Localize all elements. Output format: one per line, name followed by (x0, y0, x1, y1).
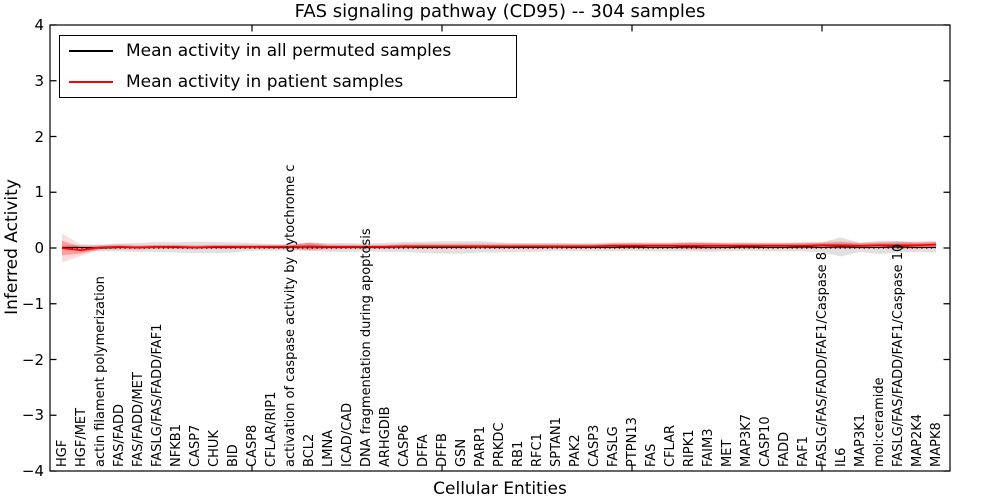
x-tick-label: SPTAN1 (548, 417, 564, 467)
x-axis-label: Cellular Entities (433, 479, 567, 499)
x-tick-label: FASLG/FAS/FADD/FAF1/Caspase 10 (890, 243, 906, 467)
x-tick-label: CASP6 (396, 424, 412, 467)
x-tick-label: CFLAR/RIP1 (263, 391, 279, 467)
x-tick-label: MET (719, 439, 735, 467)
x-tick-label: FADD (776, 431, 792, 467)
legend-label: Mean activity in patient samples (126, 71, 404, 92)
legend-item: Mean activity in all permuted samples (60, 37, 516, 66)
x-tick-label: FASLG/FAS/FADD/FAF1 (149, 323, 165, 467)
y-tick-label: −1 (21, 294, 44, 313)
x-tick-label: HGF (54, 439, 70, 467)
legend: Mean activity in all permuted samples Mea… (59, 35, 517, 98)
x-tick-label: IL6 (833, 447, 849, 467)
y-tick-label: 3 (34, 71, 44, 90)
x-tick-label: FAS/FADD/MET (130, 372, 146, 467)
y-tick-label: −4 (21, 462, 44, 480)
x-tick-label: PTPN13 (624, 417, 640, 467)
legend-item: Mean activity in patient samples (60, 67, 516, 96)
x-tick-label: CASP8 (244, 424, 260, 467)
x-tick-label: RIPK1 (681, 429, 697, 467)
x-tick-label: DNA fragmentation during apoptosis (358, 228, 374, 467)
x-tick-label: BID (225, 444, 241, 467)
axis-ticks (50, 24, 950, 472)
x-tick-label: MAP3K1 (852, 413, 868, 467)
x-tick-label: FAS/FADD (111, 403, 127, 467)
x-tick-label: mol:ceramide (871, 377, 887, 467)
x-tick-label: CASP10 (757, 416, 773, 467)
chart-title: FAS signaling pathway (CD95) -- 304 samp… (294, 1, 706, 22)
y-tick-label: −3 (21, 406, 44, 425)
y-tick-label: 1 (34, 183, 44, 202)
x-tick-label: LMNA (320, 429, 336, 467)
x-tick-label: RB1 (510, 440, 526, 467)
x-tick-label: CASP3 (586, 424, 602, 467)
x-tick-label: MAP3K7 (738, 413, 754, 467)
x-tick-label: RFC1 (529, 433, 545, 467)
y-tick-label: −2 (21, 350, 44, 369)
x-tick-label: PAK2 (567, 434, 583, 467)
patient-mean-line (61, 243, 937, 252)
x-tick-label: activation of caspase activity by cytoch… (282, 164, 298, 467)
x-tick-label: HGF/MET (73, 407, 89, 467)
x-tick-label: CFLAR (662, 424, 678, 467)
x-tick-label: FAF1 (795, 436, 811, 467)
y-tick-label: 2 (34, 127, 44, 146)
y-tick-label: 4 (34, 16, 44, 34)
x-tick-label: FASLG (605, 426, 621, 467)
x-tick-label: FAIM3 (700, 428, 716, 468)
legend-line-sample (69, 50, 113, 53)
x-tick-label: actin filament polymerization (92, 276, 108, 467)
x-tick-label: CASP7 (187, 424, 203, 467)
x-tick-label: MAPK8 (928, 422, 944, 467)
x-tick-label: MAP2K4 (909, 413, 925, 467)
x-tick-label: FAS (643, 443, 659, 467)
x-tick-label: CHUK (206, 430, 222, 467)
x-tick-label: BCL2 (301, 433, 317, 467)
x-tick-label: PRKDC (491, 422, 507, 467)
x-tick-label: DFFA (415, 434, 431, 467)
legend-label: Mean activity in all permuted samples (126, 41, 452, 62)
x-tick-label: ICAD/CAD (339, 402, 355, 467)
legend-line-sample (69, 80, 113, 83)
x-tick-label: NFKB1 (168, 424, 184, 467)
x-tick-label: DFFB (434, 433, 450, 467)
x-tick-label: GSN (453, 438, 469, 467)
x-tick-label: FASLG/FAS/FADD/FAF1/Caspase 8 (814, 251, 830, 467)
x-tick-label: ARHGDIB (377, 406, 393, 467)
x-tick-label: PARP1 (472, 425, 488, 467)
y-tick-label: 0 (34, 239, 44, 257)
